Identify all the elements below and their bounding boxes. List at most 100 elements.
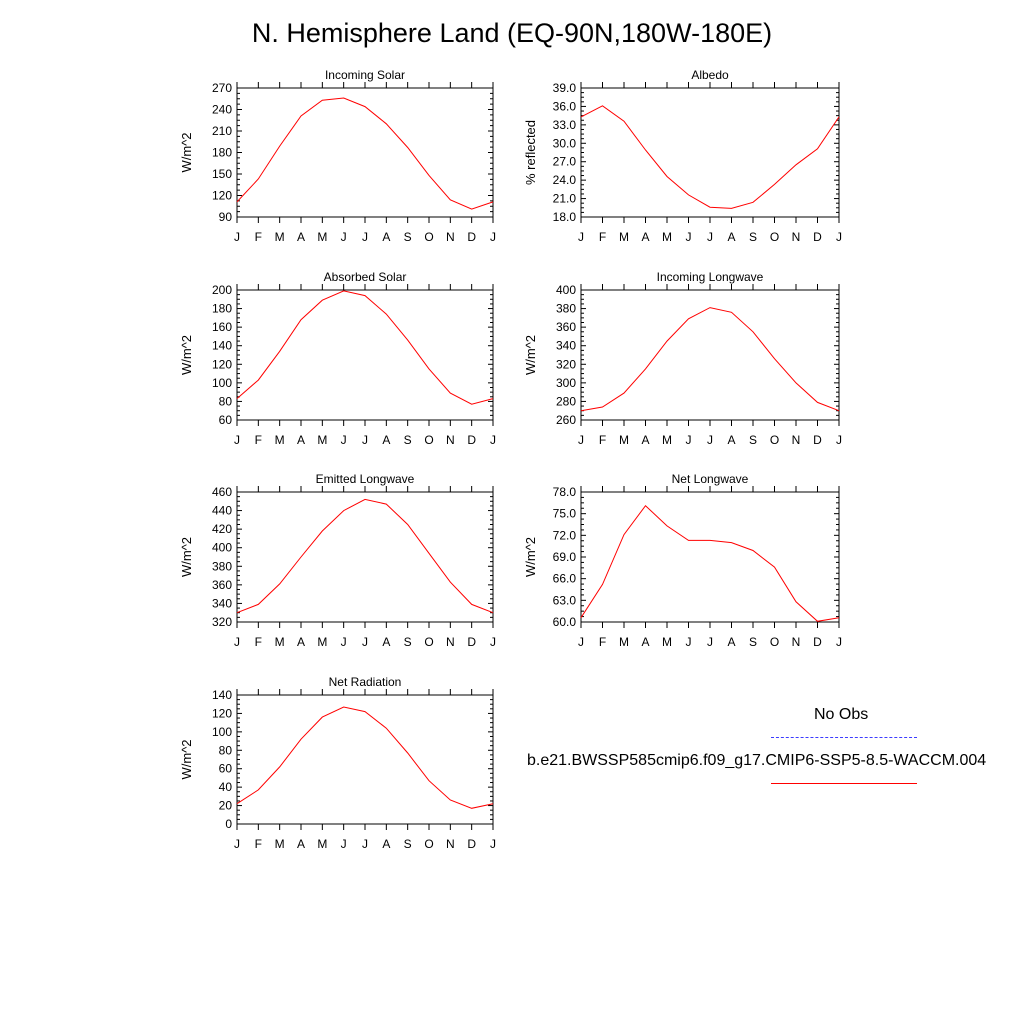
- panel-title: Albedo: [691, 68, 729, 82]
- x-tick-label: J: [234, 230, 240, 244]
- series-line-1: [236, 290, 494, 405]
- x-tick-label: J: [362, 635, 368, 649]
- y-tick-label: 320: [212, 615, 232, 629]
- x-tick-label: D: [467, 837, 476, 851]
- x-tick-label: J: [686, 230, 692, 244]
- series-line-1: [580, 307, 840, 412]
- x-tick-label: A: [641, 230, 649, 244]
- series-line-1: [580, 504, 840, 622]
- x-tick-label: J: [341, 433, 347, 447]
- panel-title: Net Longwave: [672, 472, 749, 486]
- x-tick-label: J: [341, 837, 347, 851]
- y-tick-label: 400: [212, 541, 232, 555]
- y-tick-label: 300: [556, 376, 576, 390]
- x-tick-label: F: [255, 230, 262, 244]
- panel-title: Absorbed Solar: [324, 270, 407, 284]
- x-tick-label: J: [836, 433, 842, 447]
- chart-panel-6: Net Longwave W/m^2 60.0 63.0 66.0 69.0 72.0 75.…: [523, 472, 842, 649]
- y-axis-label: W/m^2: [523, 335, 538, 375]
- y-tick-label: 200: [212, 283, 232, 297]
- y-tick-label: 270: [212, 81, 232, 95]
- y-tick-label: 39.0: [553, 81, 577, 95]
- x-tick-label: A: [641, 433, 649, 447]
- x-tick-label: O: [770, 635, 779, 649]
- x-tick-label: A: [727, 433, 735, 447]
- x-tick-label: D: [813, 230, 822, 244]
- x-tick-label: A: [382, 837, 390, 851]
- y-tick-label: 24.0: [553, 173, 577, 187]
- x-tick-label: D: [813, 635, 822, 649]
- y-tick-label: 380: [212, 559, 232, 573]
- y-axis-label: W/m^2: [179, 132, 194, 172]
- x-tick-label: M: [317, 837, 327, 851]
- series-line-1: [236, 97, 494, 210]
- y-tick-label: 63.0: [553, 593, 577, 607]
- x-tick-label: J: [341, 635, 347, 649]
- x-tick-label: O: [424, 230, 433, 244]
- x-tick-label: A: [727, 635, 735, 649]
- x-tick-label: D: [467, 635, 476, 649]
- x-tick-label: J: [362, 433, 368, 447]
- x-tick-label: N: [446, 635, 455, 649]
- y-tick-label: 21.0: [553, 192, 577, 206]
- x-tick-label: F: [255, 837, 262, 851]
- y-axis-label: % reflected: [523, 120, 538, 185]
- x-tick-label: J: [686, 635, 692, 649]
- panel-title: Incoming Solar: [325, 68, 405, 82]
- x-tick-label: N: [446, 433, 455, 447]
- x-tick-label: J: [836, 635, 842, 649]
- x-tick-label: J: [686, 433, 692, 447]
- x-tick-label: J: [707, 635, 713, 649]
- x-tick-label: J: [341, 230, 347, 244]
- chart-panel-2: Albedo % reflected 18.0 21.0 24.0 27.0 30.0 33.…: [523, 68, 842, 244]
- y-axis-label: W/m^2: [523, 537, 538, 577]
- x-tick-label: D: [467, 433, 476, 447]
- legend-obs-label: No Obs: [814, 706, 869, 723]
- x-tick-label: D: [467, 230, 476, 244]
- plot-frame: [580, 87, 840, 218]
- y-tick-label: 36.0: [553, 99, 577, 113]
- x-tick-label: S: [749, 635, 757, 649]
- y-tick-label: 33.0: [553, 118, 577, 132]
- y-tick-label: 440: [212, 504, 232, 518]
- y-tick-label: 260: [556, 413, 576, 427]
- chart-panel-5: Emitted Longwave W/m^2 320 340 360 380 400 420 4…: [179, 472, 496, 649]
- x-tick-label: M: [619, 230, 629, 244]
- x-tick-label: A: [297, 433, 305, 447]
- plot-frame: [236, 289, 494, 421]
- x-tick-label: O: [424, 635, 433, 649]
- y-tick-label: 40: [219, 780, 233, 794]
- y-tick-label: 400: [556, 283, 576, 297]
- x-tick-label: J: [490, 635, 496, 649]
- y-tick-label: 60: [219, 762, 233, 776]
- y-tick-label: 69.0: [553, 550, 577, 564]
- x-tick-label: F: [255, 433, 262, 447]
- x-tick-label: M: [662, 230, 672, 244]
- x-tick-label: M: [275, 433, 285, 447]
- y-tick-label: 240: [212, 103, 232, 117]
- x-tick-label: A: [382, 433, 390, 447]
- y-tick-label: 78.0: [553, 485, 577, 499]
- plot-frame: [580, 491, 840, 623]
- y-tick-label: 320: [556, 357, 576, 371]
- x-tick-label: N: [792, 230, 801, 244]
- x-tick-label: S: [404, 230, 412, 244]
- x-tick-label: A: [297, 230, 305, 244]
- series-line-1: [236, 498, 494, 614]
- y-tick-label: 30.0: [553, 136, 577, 150]
- x-tick-label: J: [362, 837, 368, 851]
- y-axis-label: W/m^2: [179, 739, 194, 779]
- x-tick-label: J: [490, 837, 496, 851]
- x-tick-label: S: [404, 635, 412, 649]
- y-tick-label: 20: [219, 799, 233, 813]
- series-line-1: [236, 706, 494, 809]
- y-tick-label: 27.0: [553, 155, 577, 169]
- y-tick-label: 140: [212, 339, 232, 353]
- x-tick-label: M: [662, 433, 672, 447]
- y-tick-label: 75.0: [553, 507, 577, 521]
- panel-title: Net Radiation: [329, 675, 402, 689]
- chart-panel-1: Incoming Solar W/m^2 90 120 150 180 210 240 270 J…: [179, 68, 496, 244]
- x-tick-label: J: [234, 635, 240, 649]
